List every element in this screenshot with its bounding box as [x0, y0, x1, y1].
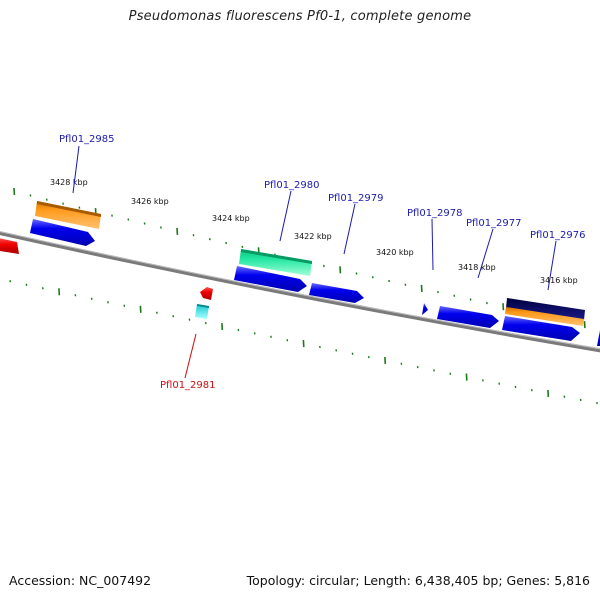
feature-bar-orange-2[interactable] [505, 307, 584, 326]
gene-label[interactable]: Pfl01_2980 [264, 180, 320, 191]
label-leader [477, 228, 494, 279]
gene-arrow-forward[interactable] [422, 303, 428, 315]
gene-arrow-forward[interactable] [234, 266, 307, 292]
genome-backbone [0, 231, 600, 353]
outer-tick-ring [13, 187, 586, 329]
label-leader [72, 145, 80, 194]
gene-arrow-reverse[interactable] [0, 238, 19, 254]
scale-label: 3418 kbp [458, 263, 496, 272]
scale-label: 3424 kbp [212, 214, 250, 223]
label-leader [431, 218, 434, 271]
gene-arrow-forward[interactable] [309, 283, 364, 303]
gene-label[interactable]: Pfl01_2976 [530, 230, 586, 241]
gene-label[interactable]: Pfl01_2985 [59, 134, 115, 145]
gene-arrow-reverse[interactable] [200, 287, 213, 300]
accession-text: Accession: NC_007492 [9, 573, 152, 588]
feature-bar-green[interactable] [239, 249, 312, 276]
label-leader [184, 333, 197, 379]
label-leader [279, 190, 292, 242]
gene-label[interactable]: Pfl01_2978 [407, 208, 463, 219]
genome-summary-text: Topology: circular; Length: 6,438,405 bp… [246, 573, 590, 588]
label-leader [343, 203, 356, 255]
feature-bar-orange[interactable] [35, 201, 101, 229]
scale-label: 3420 kbp [376, 248, 414, 257]
feature-bar-navy[interactable] [506, 298, 585, 320]
scale-label: 3416 kbp [540, 276, 578, 285]
gene-label[interactable]: Pfl01_2977 [466, 218, 522, 229]
label-leader [547, 240, 557, 291]
feature-bar-cyan[interactable] [195, 304, 209, 319]
gene-label[interactable]: Pfl01_2981 [160, 380, 216, 391]
gene-arrow-forward[interactable] [437, 306, 499, 328]
inner-tick-ring [9, 280, 598, 405]
scale-label: 3428 kbp [50, 178, 88, 187]
scale-label: 3426 kbp [131, 197, 169, 206]
map-title: Pseudomonas fluorescens Pf0-1, complete … [128, 9, 472, 24]
scale-label: 3422 kbp [294, 232, 332, 241]
gene-arrow-forward[interactable] [502, 316, 580, 341]
gene-arrow-forward[interactable] [30, 219, 95, 246]
gene-label[interactable]: Pfl01_2979 [328, 193, 384, 204]
gene-arrow-forward[interactable] [597, 330, 600, 346]
